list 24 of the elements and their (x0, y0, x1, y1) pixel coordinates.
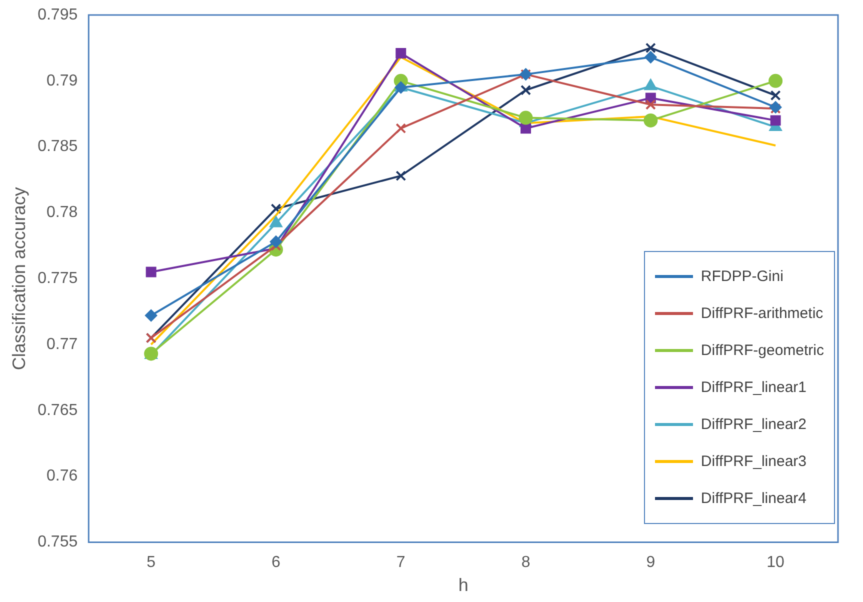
y-tick-label: 0.795 (38, 6, 78, 24)
y-tick-label: 0.765 (38, 402, 78, 419)
x-tick-label: 5 (146, 554, 156, 572)
legend-label: DiffPRF_linear2 (700, 416, 807, 433)
x-axis-title: h (458, 575, 468, 596)
y-tick-label: 0.76 (46, 468, 78, 485)
legend-label: RFDPP-Gini (700, 268, 784, 285)
legend-label: DiffPRF_linear4 (700, 490, 807, 507)
y-tick-label: 0.79 (46, 72, 78, 90)
y-axis-title: Classification accuracy (8, 187, 29, 370)
legend-label: DiffPRF-geometric (700, 342, 824, 359)
x-tick-label: 8 (521, 554, 530, 572)
y-tick-label: 0.77 (46, 336, 78, 353)
y-tick-label: 0.785 (38, 138, 78, 156)
legend-label: DiffPRF_linear1 (700, 379, 807, 396)
x-tick-label: 9 (646, 554, 656, 572)
x-tick-label: 10 (766, 554, 785, 572)
legend-label: DiffPRF_linear3 (700, 453, 807, 470)
legend-label: DiffPRF-arithmetic (700, 305, 824, 322)
y-tick-label: 0.755 (38, 534, 78, 551)
x-tick-label: 6 (272, 554, 281, 572)
x-tick-label: 7 (396, 554, 406, 572)
y-tick-label: 0.78 (46, 204, 78, 222)
y-tick-label: 0.775 (38, 270, 78, 288)
